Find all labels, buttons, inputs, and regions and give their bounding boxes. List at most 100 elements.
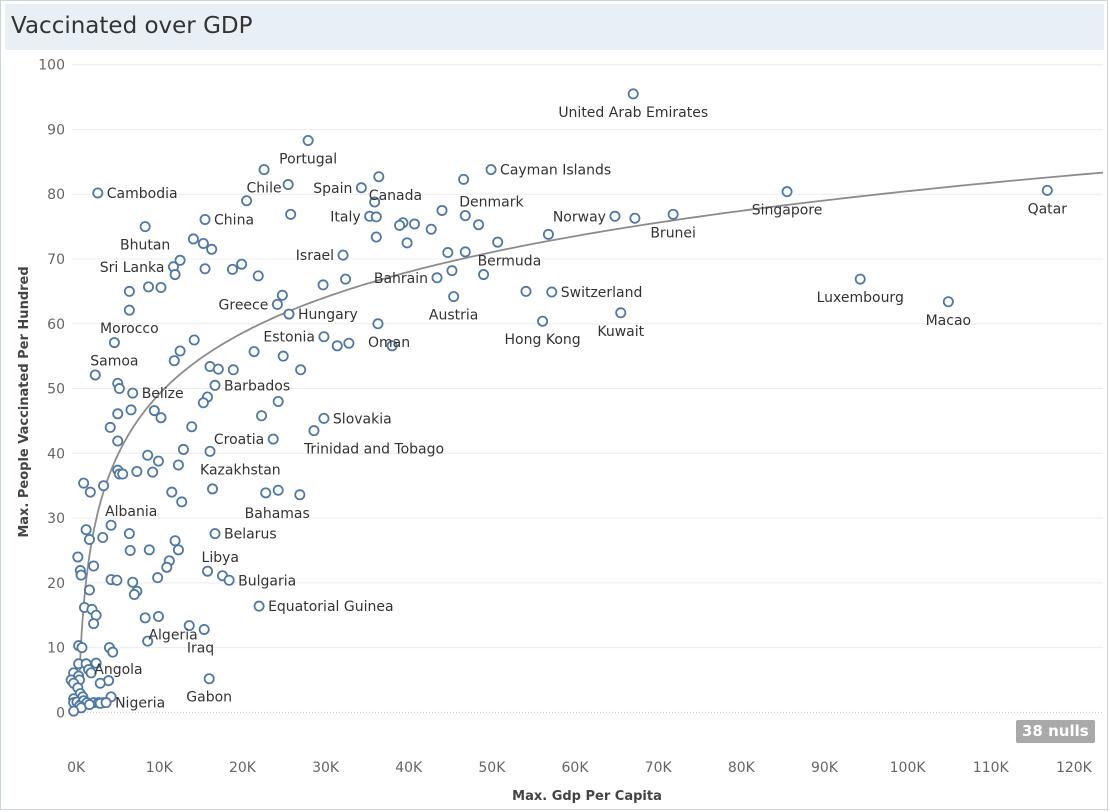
data-point[interactable] bbox=[478, 269, 490, 281]
data-point[interactable] bbox=[124, 544, 136, 556]
data-point[interactable] bbox=[107, 646, 119, 658]
data-point[interactable] bbox=[76, 642, 88, 654]
data-point[interactable] bbox=[448, 291, 460, 303]
data-point[interactable] bbox=[401, 237, 413, 249]
data-point[interactable] bbox=[161, 561, 173, 573]
data-point[interactable] bbox=[168, 355, 180, 367]
data-point[interactable] bbox=[198, 623, 210, 635]
data-point[interactable] bbox=[248, 346, 260, 358]
data-point[interactable] bbox=[276, 289, 288, 301]
data-point[interactable] bbox=[609, 210, 621, 222]
data-point[interactable] bbox=[75, 569, 87, 581]
data-point[interactable] bbox=[627, 88, 639, 100]
data-point[interactable] bbox=[143, 544, 155, 556]
data-point[interactable] bbox=[123, 304, 135, 316]
data-point[interactable] bbox=[258, 164, 270, 176]
data-point[interactable] bbox=[199, 263, 211, 275]
data-point[interactable] bbox=[492, 236, 504, 248]
data-point[interactable] bbox=[152, 572, 164, 584]
data-point[interactable] bbox=[139, 612, 151, 624]
data-point[interactable] bbox=[425, 223, 437, 235]
data-point[interactable] bbox=[546, 286, 558, 298]
data-point[interactable] bbox=[340, 273, 352, 285]
data-point[interactable] bbox=[72, 551, 84, 563]
data-point[interactable] bbox=[147, 466, 159, 478]
data-point[interactable] bbox=[128, 589, 140, 601]
data-point[interactable] bbox=[139, 221, 151, 233]
data-point[interactable] bbox=[112, 408, 124, 420]
data-point[interactable] bbox=[197, 237, 209, 249]
data-point[interactable] bbox=[318, 331, 330, 343]
data-point[interactable] bbox=[386, 340, 398, 352]
data-point[interactable] bbox=[473, 219, 485, 231]
data-point[interactable] bbox=[88, 618, 100, 630]
data-point[interactable] bbox=[373, 171, 385, 183]
data-point[interactable] bbox=[317, 279, 329, 291]
data-point[interactable] bbox=[209, 528, 221, 540]
data-point[interactable] bbox=[295, 364, 307, 376]
data-point[interactable] bbox=[155, 282, 167, 294]
data-point[interactable] bbox=[68, 705, 80, 717]
data-point[interactable] bbox=[227, 364, 239, 376]
data-point[interactable] bbox=[123, 285, 135, 297]
data-point[interactable] bbox=[223, 574, 235, 586]
data-point[interactable] bbox=[172, 544, 184, 556]
data-point[interactable] bbox=[89, 369, 101, 381]
data-point[interactable] bbox=[84, 486, 96, 498]
data-point[interactable] bbox=[629, 212, 641, 224]
data-point[interactable] bbox=[142, 281, 154, 293]
data-point[interactable] bbox=[123, 528, 135, 540]
data-point[interactable] bbox=[108, 337, 120, 349]
data-point[interactable] bbox=[355, 182, 367, 194]
data-point[interactable] bbox=[125, 404, 137, 416]
data-point[interactable] bbox=[370, 211, 382, 223]
data-point[interactable] bbox=[442, 247, 454, 259]
data-point[interactable] bbox=[331, 340, 343, 352]
nulls-indicator-badge[interactable]: 38 nulls bbox=[1016, 720, 1095, 743]
data-point[interactable] bbox=[148, 405, 160, 417]
data-point[interactable] bbox=[271, 298, 283, 310]
data-point[interactable] bbox=[394, 219, 406, 231]
data-point[interactable] bbox=[285, 208, 297, 220]
data-point[interactable] bbox=[199, 214, 211, 226]
data-point[interactable] bbox=[282, 179, 294, 191]
data-point[interactable] bbox=[202, 565, 214, 577]
data-point[interactable] bbox=[117, 468, 129, 480]
data-point[interactable] bbox=[83, 584, 95, 596]
data-point[interactable] bbox=[267, 433, 279, 445]
data-point[interactable] bbox=[260, 487, 272, 499]
data-point[interactable] bbox=[226, 263, 238, 275]
data-point[interactable] bbox=[253, 600, 265, 612]
data-point[interactable] bbox=[537, 315, 549, 327]
data-point[interactable] bbox=[127, 387, 139, 399]
data-point[interactable] bbox=[283, 308, 295, 320]
data-point[interactable] bbox=[127, 576, 139, 588]
data-point[interactable] bbox=[97, 532, 109, 544]
data-point[interactable] bbox=[372, 318, 384, 330]
data-point[interactable] bbox=[113, 383, 125, 395]
data-point[interactable] bbox=[781, 186, 793, 198]
data-point[interactable] bbox=[207, 483, 219, 495]
data-point[interactable] bbox=[370, 231, 382, 243]
data-point[interactable] bbox=[256, 410, 268, 422]
data-point[interactable] bbox=[485, 164, 497, 176]
data-point[interactable] bbox=[111, 574, 123, 586]
data-point[interactable] bbox=[337, 249, 349, 261]
data-point[interactable] bbox=[88, 560, 100, 572]
data-point[interactable] bbox=[409, 218, 421, 230]
data-point[interactable] bbox=[176, 496, 188, 508]
data-point[interactable] bbox=[80, 524, 92, 536]
data-point[interactable] bbox=[459, 210, 471, 222]
data-point[interactable] bbox=[177, 443, 189, 455]
data-point[interactable] bbox=[142, 635, 154, 647]
data-point[interactable] bbox=[94, 677, 106, 689]
data-point[interactable] bbox=[155, 412, 167, 424]
data-point[interactable] bbox=[459, 246, 471, 258]
data-point[interactable] bbox=[241, 195, 253, 207]
data-point[interactable] bbox=[172, 459, 184, 471]
data-point[interactable] bbox=[294, 489, 306, 501]
data-point[interactable] bbox=[212, 363, 224, 375]
data-point[interactable] bbox=[169, 269, 181, 281]
trend-line[interactable] bbox=[77, 171, 1104, 703]
